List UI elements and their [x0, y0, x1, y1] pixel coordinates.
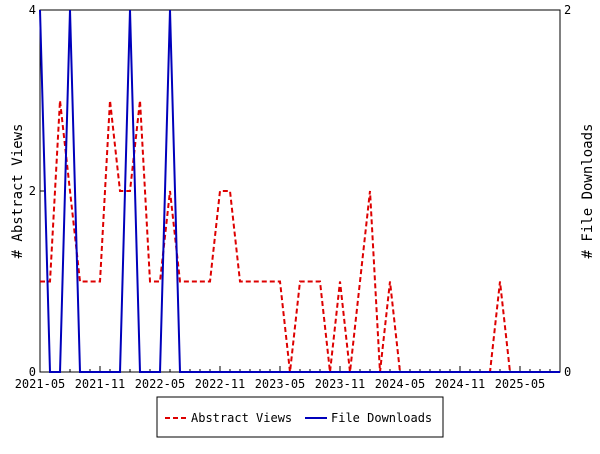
y-tick-label: 2	[29, 184, 36, 198]
series-line-abstract-views	[40, 101, 560, 373]
x-tick-label: 2021-11	[75, 377, 126, 391]
x-tick-label: 2023-05	[255, 377, 306, 391]
y-tick-label: 4	[29, 3, 36, 17]
x-tick-label: 2023-11	[315, 377, 366, 391]
x-tick-label: 2021-05	[15, 377, 66, 391]
legend: Abstract Views File Downloads	[157, 397, 443, 437]
legend-label-file-downloads: File Downloads	[331, 411, 432, 425]
x-tick-label: 2022-05	[135, 377, 186, 391]
series-line-file-downloads	[40, 10, 560, 372]
plot-frame	[40, 10, 560, 372]
x-tick-label: 2022-11	[195, 377, 246, 391]
y2-axis-label: # File Downloads	[580, 124, 596, 259]
y2-tick-label: 0	[564, 365, 571, 379]
x-tick-label: 2025-05	[495, 377, 546, 391]
x-tick-label: 2024-05	[375, 377, 426, 391]
y-tick-label: 0	[29, 365, 36, 379]
y-axis-label: # Abstract Views	[10, 124, 26, 259]
y2-tick-label: 2	[564, 3, 571, 17]
x-tick-label: 2024-11	[435, 377, 486, 391]
legend-label-abstract-views: Abstract Views	[191, 411, 292, 425]
